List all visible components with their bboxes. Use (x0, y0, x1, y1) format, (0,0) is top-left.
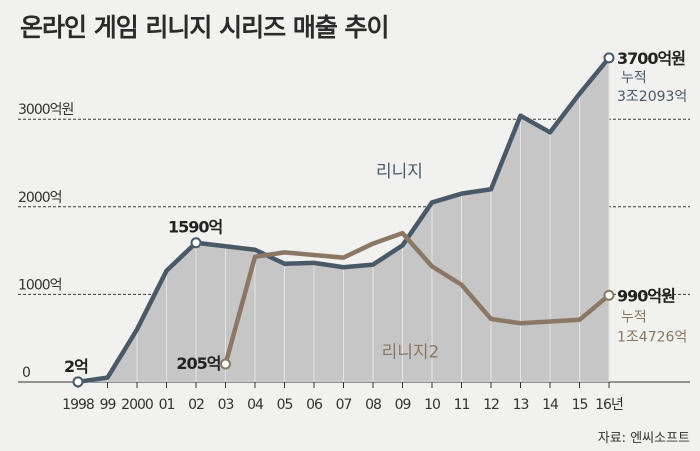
y-tick-label: 0 (22, 365, 30, 381)
x-tick-label: 04 (247, 397, 264, 413)
x-tick-label: 16년 (595, 397, 623, 413)
annotation-peak-series-1: 1590억 (168, 218, 223, 237)
x-tick-label: 1998 (62, 397, 94, 413)
y-tick-label: 3000억원 (18, 102, 74, 118)
annotation-cumulative-label-series-2: 누적 (621, 309, 647, 325)
x-tick-label: 2000 (121, 397, 153, 413)
x-tick-label: 10 (424, 397, 440, 413)
x-tick-label: 05 (277, 397, 293, 413)
x-tick-label: 02 (188, 397, 204, 413)
annotation-end-value-series-1: 3700억원 (617, 49, 685, 68)
annotation-cumulative-value-series-1: 3조2093억 (617, 89, 687, 105)
x-tick-label: 03 (218, 397, 234, 413)
x-tick-label: 09 (395, 397, 411, 413)
chart-title: 온라인 게임 리니지 시리즈 매출 추이 (20, 13, 390, 42)
annotation-start-series-1: 2억 (64, 357, 88, 376)
series-line-1 (75, 55, 612, 385)
series-line-2 (223, 230, 612, 367)
series-label-2: 리니지2 (382, 342, 440, 362)
data-point-marker (72, 376, 84, 388)
annotation-cumulative-value-series-2: 1조4726억 (617, 329, 687, 345)
data-point-marker (603, 52, 615, 64)
x-tick-label: 01 (159, 397, 175, 413)
annotation-cumulative-label-series-1: 누적 (621, 70, 647, 86)
x-tick-label: 12 (483, 397, 499, 413)
annotation-start-series-2: 205억 (176, 354, 220, 373)
source-note: 자료: 엔씨소프트 (598, 431, 690, 446)
x-tick-label: 06 (306, 397, 323, 413)
x-tick-label: 07 (336, 397, 352, 413)
x-tick-label: 14 (542, 397, 559, 413)
series-label-1: 리니지 (376, 162, 423, 182)
x-tick-label: 99 (100, 397, 116, 413)
y-tick-label: 1000억 (18, 277, 62, 293)
data-point-marker (190, 237, 202, 249)
x-tick-label: 08 (365, 397, 381, 413)
data-point-marker (220, 358, 231, 370)
annotation-end-value-series-2: 990억원 (617, 286, 675, 305)
data-point-marker (603, 289, 615, 301)
x-tick-label: 13 (513, 397, 529, 413)
y-tick-label: 2000억 (18, 190, 62, 206)
x-tick-label: 15 (572, 397, 588, 413)
x-tick-label: 11 (454, 397, 470, 413)
